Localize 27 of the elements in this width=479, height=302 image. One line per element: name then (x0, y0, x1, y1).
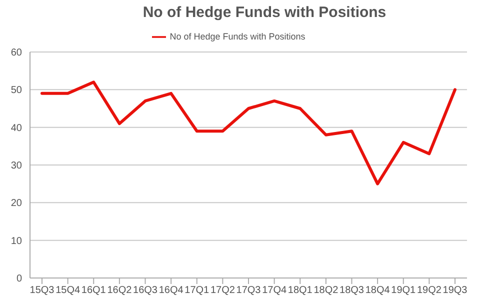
x-tick-label: 18Q4 (365, 285, 390, 296)
line-series (40, 80, 456, 186)
y-tick-label: 20 (10, 198, 22, 210)
y-tick-label: 50 (10, 85, 22, 96)
x-tick-label: 18Q3 (340, 285, 364, 296)
y-tick-label: 30 (10, 160, 22, 172)
x-tick-label: 17Q3 (236, 285, 262, 296)
x-tick-label: 18Q1 (288, 285, 313, 296)
x-tick-label: 17Q4 (262, 285, 287, 296)
x-tick-label: 15Q4 (56, 285, 80, 296)
x-tick-label: 19Q3 (442, 285, 468, 296)
x-tick-label: 16Q2 (107, 285, 132, 296)
y-tick-label: 40 (10, 122, 22, 134)
x-tick-label: 16Q1 (81, 285, 106, 296)
y-tick-label: 10 (10, 236, 22, 247)
x-tick-label: 16Q3 (133, 285, 158, 296)
x-tick-label: 16Q4 (158, 285, 184, 296)
chart-title: No of Hedge Funds with Positions (142, 4, 388, 21)
legend-label: No of Hedge Funds with Positions (170, 31, 306, 42)
x-tick-label: 17Q2 (210, 285, 236, 296)
x-tick-label: 19Q1 (391, 285, 416, 296)
y-tick-label: 0 (16, 274, 22, 285)
x-tick-label: 19Q2 (416, 285, 442, 296)
y-tick-label: 60 (10, 48, 22, 59)
x-tick-label: 18Q2 (314, 285, 339, 296)
x-tick-label: 15Q3 (30, 285, 55, 296)
x-tick-label: 17Q1 (184, 285, 210, 296)
